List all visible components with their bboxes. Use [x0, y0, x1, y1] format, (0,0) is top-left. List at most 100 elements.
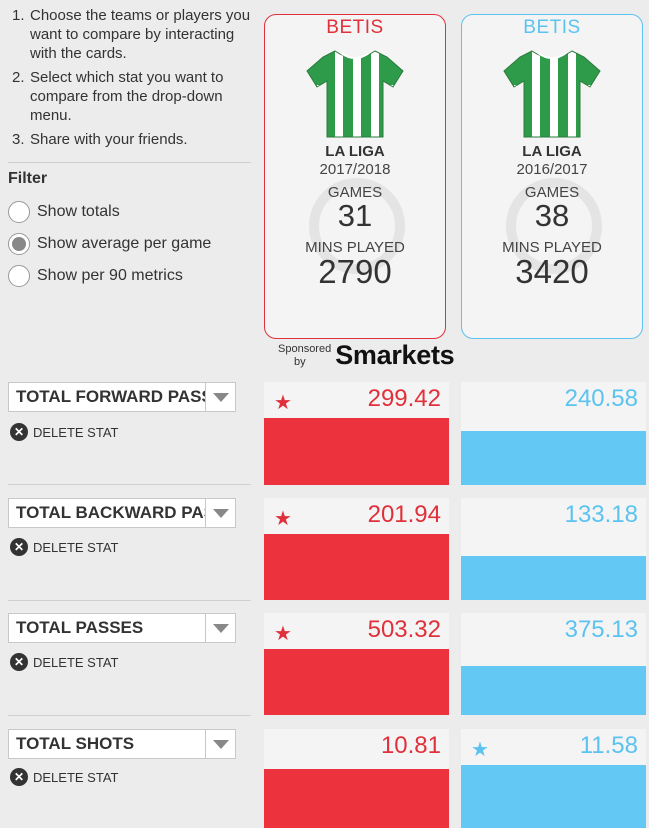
- jersey-icon: [503, 50, 601, 138]
- mins-value: 2790: [318, 253, 392, 290]
- bar-fill: [461, 765, 646, 828]
- radio-button[interactable]: [8, 265, 30, 287]
- stat-value-left: 10.81: [264, 729, 449, 765]
- gauge-ring: [506, 178, 602, 274]
- close-icon: ✕: [10, 423, 28, 441]
- sponsor-logo[interactable]: Smarkets: [335, 340, 455, 370]
- sponsor-line: by: [294, 355, 306, 368]
- radio-label: Show average per game: [37, 235, 212, 252]
- stat-value-left: ★ 503.32: [264, 613, 449, 649]
- instruction-number: 2.: [12, 69, 25, 86]
- instruction-number: 1.: [12, 7, 25, 24]
- divider: [8, 600, 251, 601]
- bar-fill: [461, 665, 646, 715]
- chevron-down-icon[interactable]: [205, 730, 235, 758]
- team-card-left[interactable]: BETIS LA LIGA 2017/2018 GAMES 31 MINS PL…: [264, 14, 446, 339]
- chevron-down-icon[interactable]: [205, 383, 235, 411]
- instructions: 1. Choose the teams or players you want t…: [8, 6, 252, 154]
- stat-value-right: 240.58: [461, 382, 646, 418]
- star-icon: ★: [274, 623, 292, 645]
- stat-select-value: TOTAL SHOTS: [16, 734, 135, 753]
- sponsor-banner[interactable]: Sponsored by Smarkets: [278, 340, 455, 371]
- instruction-number: 3.: [12, 131, 25, 148]
- radio-show-totals[interactable]: Show totals: [8, 196, 252, 228]
- instruction-list: 1. Choose the teams or players you want t…: [8, 6, 252, 149]
- stat-bar-right: [461, 649, 646, 715]
- divider: [8, 162, 251, 163]
- games-label: GAMES: [327, 184, 383, 201]
- radio-button-checked[interactable]: [8, 233, 30, 255]
- stat-bar-left: [264, 534, 449, 600]
- stat-value-right: 375.13: [461, 613, 646, 649]
- radio-label: Show per 90 metrics: [37, 267, 183, 284]
- sponsor-line: Sponsored: [278, 342, 332, 355]
- chevron-down-icon[interactable]: [205, 499, 235, 527]
- stat-number: 11.58: [579, 732, 638, 759]
- league-name: LA LIGA: [522, 143, 582, 160]
- mins-label: MINS PLAYED: [502, 239, 602, 256]
- season: 2016/2017: [516, 161, 588, 178]
- stat-bar-left: [264, 765, 449, 828]
- team-name: BETIS: [523, 17, 581, 38]
- delete-stat-button[interactable]: ✕ DELETE STAT: [10, 653, 118, 671]
- bar-fill: [264, 418, 449, 485]
- mins-value: 3420: [515, 253, 589, 290]
- team-card-right[interactable]: BETIS LA LIGA 2016/2017 GAMES 38 MINS PL…: [461, 14, 643, 339]
- radio-show-average[interactable]: Show average per game: [8, 228, 252, 260]
- delete-stat-button[interactable]: ✕ DELETE STAT: [10, 538, 118, 556]
- instruction-item: 3. Share with your friends.: [8, 130, 252, 149]
- jersey-icon: [306, 50, 404, 138]
- radio-show-per-90[interactable]: Show per 90 metrics: [8, 260, 252, 292]
- star-icon: ★: [471, 739, 489, 761]
- bar-fill: [264, 534, 449, 600]
- stat-select-3[interactable]: TOTAL PASSES: [8, 613, 236, 643]
- stat-number: 201.94: [367, 501, 441, 528]
- stat-number: 240.58: [564, 385, 638, 412]
- divider: [8, 484, 251, 485]
- stat-bar-right: [461, 534, 646, 600]
- stat-number: 299.42: [367, 385, 441, 412]
- stat-number: 375.13: [564, 616, 638, 643]
- stat-bar-left: [264, 649, 449, 715]
- divider: [8, 715, 251, 716]
- delete-stat-label: DELETE STAT: [33, 654, 119, 670]
- stat-value-right: 133.18: [461, 498, 646, 534]
- instruction-text: Choose the teams or players you want to …: [30, 7, 251, 62]
- star-icon: ★: [274, 508, 292, 530]
- stat-select-value: TOTAL BACKWARD PASSES: [16, 503, 205, 522]
- close-icon: ✕: [10, 768, 28, 786]
- stat-select-4[interactable]: TOTAL SHOTS: [8, 729, 236, 759]
- games-value: 38: [534, 198, 570, 233]
- stat-bar-right: [461, 765, 646, 828]
- stat-value-left: ★ 299.42: [264, 382, 449, 418]
- stat-bar-right: [461, 418, 646, 485]
- delete-stat-label: DELETE STAT: [33, 424, 119, 440]
- delete-stat-label: DELETE STAT: [33, 769, 119, 785]
- chevron-down-icon[interactable]: [205, 614, 235, 642]
- delete-stat-button[interactable]: ✕ DELETE STAT: [10, 768, 118, 786]
- delete-stat-button[interactable]: ✕ DELETE STAT: [10, 423, 118, 441]
- instruction-text: Select which stat you want to compare fr…: [30, 69, 224, 124]
- stat-select-2[interactable]: TOTAL BACKWARD PASSES: [8, 498, 236, 528]
- stat-number: 133.18: [564, 501, 638, 528]
- bar-fill: [264, 649, 449, 715]
- games-label: GAMES: [524, 184, 580, 201]
- instruction-text: Share with your friends.: [30, 131, 188, 148]
- instruction-item: 2. Select which stat you want to compare …: [8, 68, 252, 125]
- radio-label: Show totals: [37, 203, 120, 220]
- stat-select-value: TOTAL PASSES: [16, 618, 144, 637]
- stat-select-1[interactable]: TOTAL FORWARD PASSES: [8, 382, 236, 412]
- stat-value-left: ★ 201.94: [264, 498, 449, 534]
- stat-select-value: TOTAL FORWARD PASSES: [16, 387, 205, 406]
- radio-button[interactable]: [8, 201, 30, 223]
- close-icon: ✕: [10, 653, 28, 671]
- star-icon: ★: [274, 392, 292, 414]
- sponsor-text: Sponsored by: [278, 343, 331, 369]
- stat-value-right: ★ 11.58: [461, 729, 646, 765]
- stat-number: 503.32: [367, 616, 441, 643]
- bar-fill: [264, 769, 449, 828]
- games-value: 31: [337, 198, 373, 233]
- bar-fill: [461, 556, 646, 600]
- filter-panel: Filter Show totals Show average per game…: [8, 170, 252, 292]
- filter-title: Filter: [8, 170, 48, 187]
